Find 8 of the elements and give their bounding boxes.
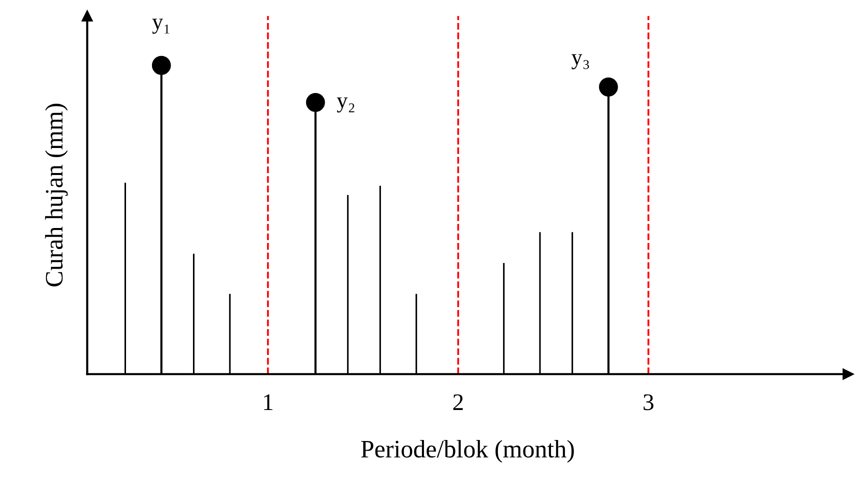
x-tick-label: 3 [644, 394, 654, 410]
x-tick-label: 2 [453, 394, 463, 410]
x-tick-label: 1 [264, 394, 272, 410]
annotation: y₂ [336, 98, 354, 112]
x-axis-title: Periode/blok (month) [361, 440, 574, 463]
annotation: y₃ [572, 54, 589, 70]
y-axis-title: Curah hujan (mm) [45, 104, 68, 286]
annotation: y₁ [152, 18, 170, 34]
